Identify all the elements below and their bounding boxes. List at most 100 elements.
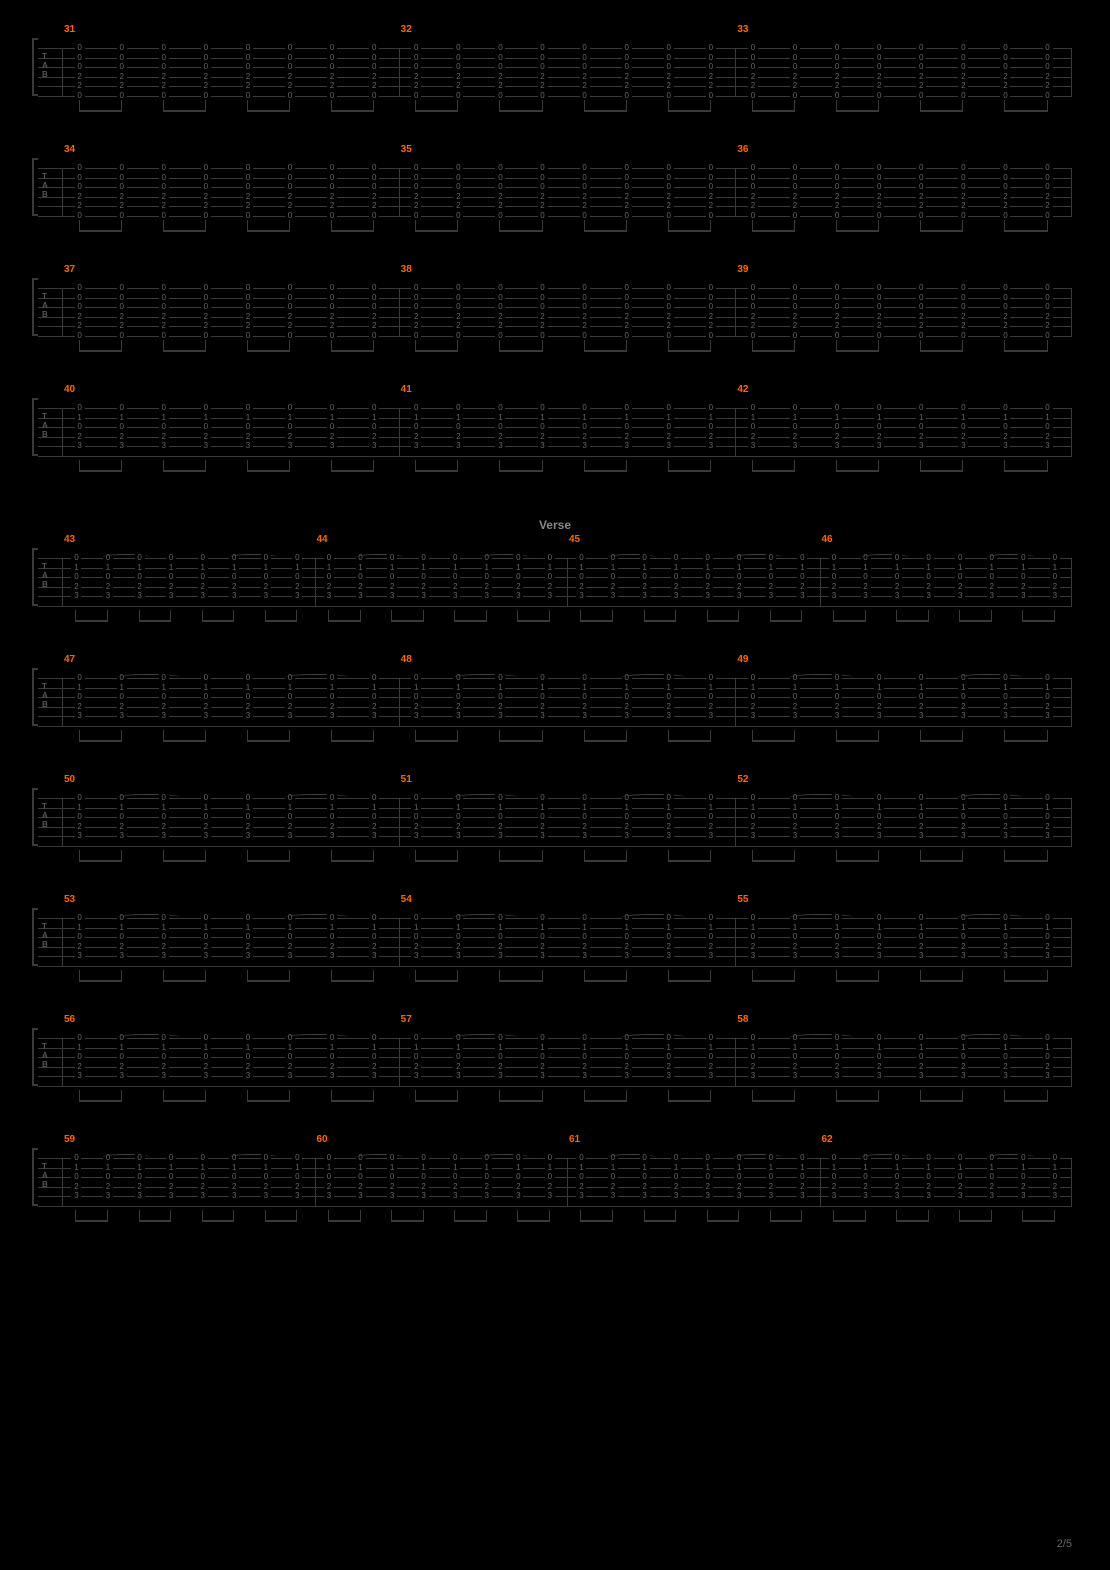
beam-bar xyxy=(163,470,206,472)
beam-group xyxy=(163,1090,205,1102)
fret-number: 2 xyxy=(1043,193,1053,201)
fret-number: 2 xyxy=(327,943,337,951)
fret-number: 0 xyxy=(664,63,674,71)
beam-stem xyxy=(499,970,500,980)
fret-number: 0 xyxy=(1000,303,1010,311)
beam-bar xyxy=(415,740,458,742)
beam-stem xyxy=(794,850,795,860)
fret-number: 0 xyxy=(411,693,421,701)
fret-number: 0 xyxy=(103,1173,113,1181)
fret-number: 2 xyxy=(135,583,145,591)
fret-number: 0 xyxy=(285,693,295,701)
beam-stem xyxy=(801,1210,802,1220)
fret-number: 2 xyxy=(75,703,85,711)
beam-bar xyxy=(415,860,458,862)
fret-number: 3 xyxy=(71,1192,81,1200)
fret-number: 2 xyxy=(495,313,505,321)
fret-number: 2 xyxy=(748,433,758,441)
fret-number: 0 xyxy=(201,674,211,682)
fret-number: 3 xyxy=(117,442,127,450)
beam-stem xyxy=(121,1090,122,1100)
tie-arc xyxy=(117,1034,180,1040)
fret-number: 2 xyxy=(450,583,460,591)
fret-number: 1 xyxy=(369,924,379,932)
fret-number: 0 xyxy=(832,92,842,100)
fret-number: 2 xyxy=(748,823,758,831)
fret-number: 0 xyxy=(1043,174,1053,182)
fret-number: 0 xyxy=(75,212,85,220)
fret-number: 0 xyxy=(411,914,421,922)
beam-stem xyxy=(752,1090,753,1100)
fret-number: 0 xyxy=(580,44,590,52)
fret-number: 2 xyxy=(1000,193,1010,201)
fret-number: 0 xyxy=(243,183,253,191)
fret-number: 3 xyxy=(538,1072,548,1080)
barline xyxy=(735,168,736,216)
fret-number: 1 xyxy=(261,564,271,572)
fret-number: 0 xyxy=(1043,933,1053,941)
fret-number: 3 xyxy=(166,592,176,600)
fret-number: 1 xyxy=(327,1044,337,1052)
fret-number: 2 xyxy=(166,583,176,591)
fret-number: 1 xyxy=(671,564,681,572)
fret-number: 0 xyxy=(748,794,758,802)
beam-stem xyxy=(373,460,374,470)
fret-number: 1 xyxy=(832,804,842,812)
tab-system-row: TAB5960616201023010230102301023010230102… xyxy=(38,1148,1072,1220)
fret-number: 0 xyxy=(369,54,379,62)
fret-number: 0 xyxy=(790,44,800,52)
fret-number: 2 xyxy=(75,202,85,210)
fret-number: 2 xyxy=(622,703,632,711)
fret-number: 3 xyxy=(874,1072,884,1080)
fret-number: 3 xyxy=(671,592,681,600)
fret-number: 2 xyxy=(285,202,295,210)
beam-stem xyxy=(517,610,518,620)
fret-number: 0 xyxy=(495,164,505,172)
beam-group xyxy=(415,340,457,352)
fret-number: 3 xyxy=(201,1072,211,1080)
fret-number: 3 xyxy=(861,592,871,600)
fret-number: 0 xyxy=(1000,284,1010,292)
beam-group xyxy=(836,340,878,352)
fret-number: 3 xyxy=(369,952,379,960)
fret-number: 0 xyxy=(622,303,632,311)
fret-number: 1 xyxy=(411,1044,421,1052)
fret-number: 2 xyxy=(916,202,926,210)
fret-number: 2 xyxy=(622,322,632,330)
beam-group xyxy=(752,100,794,112)
fret-number: 2 xyxy=(664,82,674,90)
beam-stem xyxy=(836,850,837,860)
fret-number: 2 xyxy=(159,823,169,831)
fret-number: 0 xyxy=(243,54,253,62)
fret-number: 3 xyxy=(580,1072,590,1080)
fret-number: 1 xyxy=(1043,1044,1053,1052)
fret-number: 0 xyxy=(1018,573,1028,581)
fret-number: 1 xyxy=(166,1164,176,1172)
beam-group xyxy=(896,610,928,622)
beam-bar xyxy=(668,230,711,232)
beam-stem xyxy=(79,850,80,860)
tab-system-row: TAB4041420102301023010230102301023010230… xyxy=(38,398,1072,470)
fret-number: 0 xyxy=(356,573,366,581)
fret-number: 0 xyxy=(411,294,421,302)
beam-bar xyxy=(163,860,206,862)
fret-number: 0 xyxy=(538,92,548,100)
fret-number: 0 xyxy=(369,423,379,431)
beam-stem xyxy=(738,610,739,620)
fret-number: 2 xyxy=(861,583,871,591)
beam-group xyxy=(1004,340,1046,352)
fret-number: 0 xyxy=(1050,554,1060,562)
fret-number: 0 xyxy=(159,794,169,802)
fret-number: 2 xyxy=(580,823,590,831)
tie-arc xyxy=(790,794,853,800)
beam-bar xyxy=(331,470,374,472)
fret-number: 0 xyxy=(117,294,127,302)
fret-number: 0 xyxy=(495,44,505,52)
beam-stem xyxy=(247,850,248,860)
fret-number: 2 xyxy=(703,583,713,591)
beam-stem xyxy=(920,850,921,860)
fret-number: 2 xyxy=(495,82,505,90)
fret-number: 3 xyxy=(356,1192,366,1200)
beam-stem xyxy=(962,970,963,980)
beam-stem xyxy=(205,970,206,980)
